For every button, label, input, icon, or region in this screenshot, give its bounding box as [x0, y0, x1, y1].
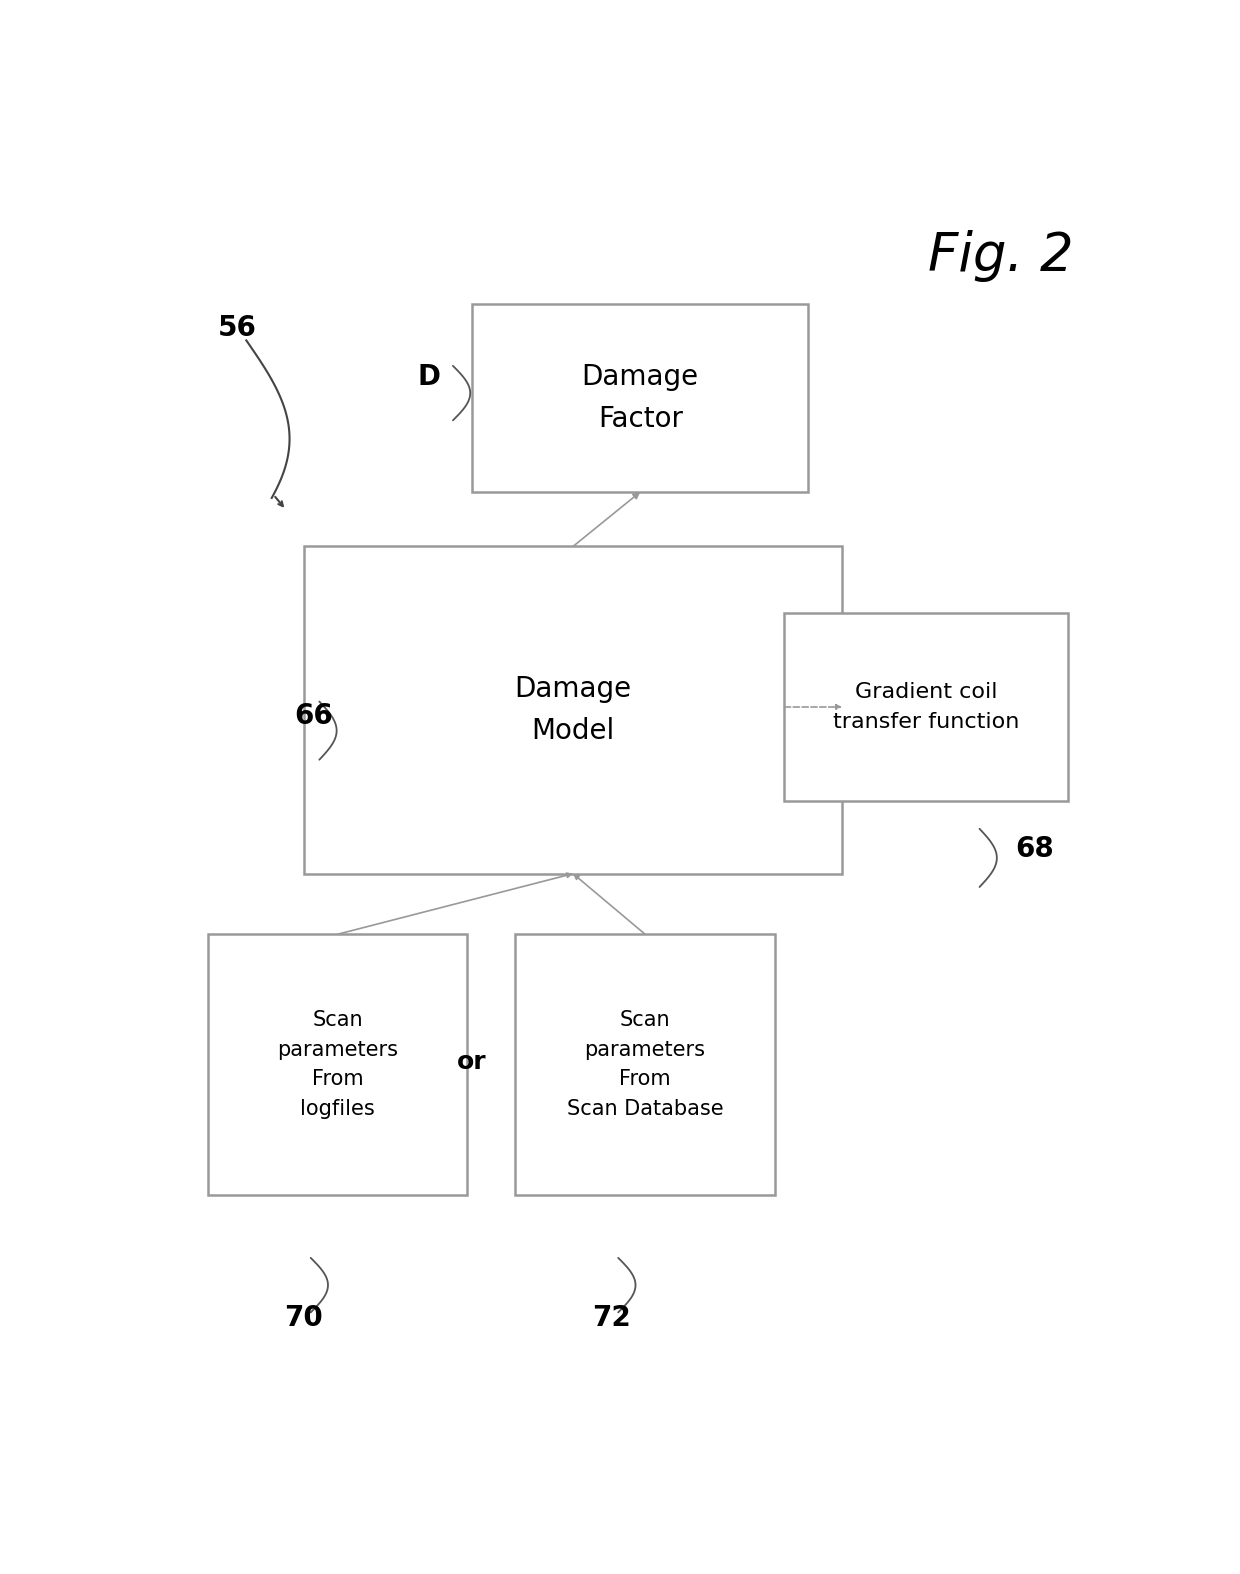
Text: 70: 70	[285, 1305, 324, 1333]
Text: 72: 72	[591, 1305, 631, 1333]
Text: 56: 56	[217, 315, 257, 342]
Bar	[516, 935, 775, 1195]
Text: 66: 66	[294, 702, 334, 730]
Text: or: or	[458, 1050, 487, 1073]
Text: D: D	[418, 362, 440, 390]
Text: Scan
parameters
From
Scan Database: Scan parameters From Scan Database	[567, 1011, 723, 1119]
Bar	[472, 304, 808, 491]
Text: Scan
parameters
From
logfiles: Scan parameters From logfiles	[277, 1011, 398, 1119]
Text: 68: 68	[1016, 836, 1054, 864]
Bar	[208, 935, 467, 1195]
Text: Gradient coil
transfer function: Gradient coil transfer function	[833, 682, 1019, 732]
Text: Damage
Factor: Damage Factor	[582, 364, 699, 433]
Text: Damage
Model: Damage Model	[515, 675, 631, 745]
Text: Fig. 2: Fig. 2	[928, 230, 1074, 282]
Bar	[304, 546, 842, 874]
Bar	[785, 612, 1068, 801]
